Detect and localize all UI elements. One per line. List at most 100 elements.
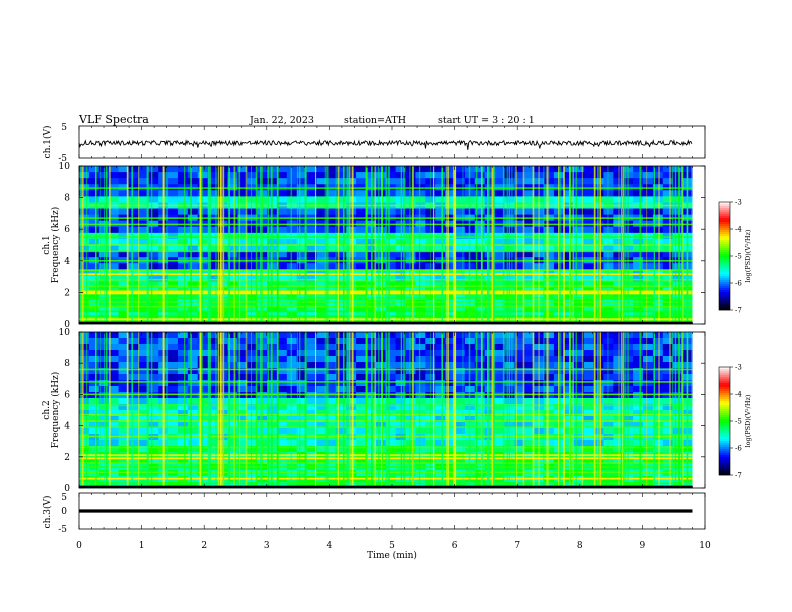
spectrogram-cell — [118, 208, 129, 216]
spectrogram-cell — [98, 362, 110, 369]
spectrogram-cell — [563, 356, 575, 363]
spectrogram-cell — [118, 380, 129, 387]
spectrogram-cell — [583, 332, 594, 339]
spectrogram-cell — [375, 398, 387, 405]
colorbar-tick-label: -6 — [735, 280, 742, 288]
spectrogram-sferic — [559, 332, 562, 488]
spectrogram-cell — [435, 245, 446, 252]
spectrogram-cell — [652, 362, 664, 369]
spectrogram-cell — [108, 208, 119, 216]
spectrogram-cell — [603, 446, 614, 453]
spectrogram-cell — [336, 344, 347, 351]
spectrogram-cell — [316, 251, 327, 258]
spectrogram-cell — [88, 440, 100, 447]
spectrogram-sferic — [569, 166, 571, 324]
spectrogram-cell — [573, 362, 585, 369]
spectrogram-cell — [652, 293, 664, 301]
spectrogram-cell — [187, 332, 199, 339]
ch3-ytick-top: 5 — [61, 493, 67, 503]
colorbar-tick-label: -6 — [735, 445, 742, 453]
colorbar-segment — [719, 395, 730, 398]
spectrogram-cell — [445, 404, 456, 411]
spectrogram-cell — [633, 226, 644, 234]
spectrogram-cell — [168, 208, 179, 216]
spectrogram-cell — [118, 362, 129, 369]
spectrogram-sferic — [215, 166, 217, 324]
spectrogram-sferic — [502, 332, 505, 488]
spectrogram-cell — [237, 482, 248, 489]
ch1-frequency-ylabel: Frequency (kHz) — [50, 207, 61, 284]
spectrogram-cell — [326, 458, 337, 465]
spectrogram-cell — [573, 166, 585, 173]
spectrogram-cell — [207, 293, 218, 301]
spectrogram-cell — [79, 410, 90, 417]
spectrogram-cell — [524, 208, 535, 216]
spectrogram-cell — [88, 482, 100, 489]
spectrogram-cell — [573, 172, 585, 179]
spectrogram-cell — [484, 299, 495, 307]
spectrogram-cell — [544, 338, 555, 345]
spectrogram-cell — [643, 440, 654, 447]
spectrogram-cell — [672, 404, 683, 411]
spectrogram-cell — [88, 374, 100, 381]
spectrogram-sferic — [538, 332, 540, 488]
spectrogram-cell — [415, 350, 426, 357]
spectrogram-cell — [455, 440, 466, 447]
spectrogram-cell — [524, 245, 535, 252]
spectrogram-cell — [375, 332, 387, 339]
spectrogram-cell — [514, 350, 525, 357]
spectrogram-sferic — [365, 332, 368, 488]
spectrogram-cell — [643, 238, 654, 246]
spectrogram-cell — [138, 311, 149, 319]
spectrogram-cell — [415, 232, 426, 240]
spectrogram-sferic — [490, 166, 492, 324]
spectrogram-sferic — [607, 166, 609, 324]
spectrogram-cell — [613, 293, 624, 301]
spectrogram-cell — [524, 178, 535, 185]
spectrogram-cell — [138, 404, 149, 411]
spectrogram-cell — [494, 332, 505, 339]
spectrogram-cell — [336, 311, 347, 319]
spectrogram-cell — [316, 416, 327, 423]
spectrogram-cell — [177, 251, 189, 258]
spectrogram-cell — [563, 245, 575, 252]
spectrogram-cell — [108, 416, 119, 423]
spectrogram-cell — [79, 281, 90, 288]
spectrogram-cell — [494, 356, 505, 363]
colorbar-segment — [719, 415, 730, 418]
spectrogram-cell — [435, 386, 446, 393]
spectrogram-cell — [583, 208, 594, 216]
frequency-tick-label: 2 — [64, 288, 70, 298]
spectrogram-sferic — [346, 166, 349, 324]
spectrogram-cell — [643, 245, 654, 252]
spectrogram-cell — [79, 226, 90, 234]
spectrogram-cell — [168, 275, 179, 282]
spectrogram-cell — [524, 380, 535, 387]
spectrogram-cell — [544, 208, 555, 216]
spectrogram-cell — [435, 404, 446, 411]
spectrogram-cell — [415, 251, 426, 258]
spectrogram-cell — [168, 404, 179, 411]
spectrogram-cell — [425, 305, 436, 313]
spectrogram-sferic — [597, 166, 599, 324]
spectrogram-cell — [583, 386, 594, 393]
spectrogram-cell — [603, 368, 614, 375]
ch3-ytick-mid: 0 — [61, 507, 67, 517]
spectrogram-cell — [445, 380, 456, 387]
spectrogram-cell — [455, 275, 466, 282]
spectrogram-cell — [356, 251, 367, 258]
spectrogram-sferic — [103, 166, 105, 324]
spectrogram-cell — [148, 196, 159, 203]
colorbar-segment — [719, 202, 730, 205]
spectrogram-cell — [514, 251, 525, 258]
spectrogram-sferic — [671, 332, 674, 488]
spectrogram-cell — [385, 178, 397, 185]
spectrogram-cell — [524, 344, 535, 351]
spectrogram-sferic — [209, 166, 211, 324]
spectrogram-cell — [375, 245, 387, 252]
spectrogram-cell — [247, 245, 258, 252]
spectrogram-sferic — [569, 332, 571, 488]
spectrogram-cell — [168, 422, 179, 429]
spectrogram-cell — [435, 311, 446, 319]
spectrogram-cell — [563, 263, 575, 270]
